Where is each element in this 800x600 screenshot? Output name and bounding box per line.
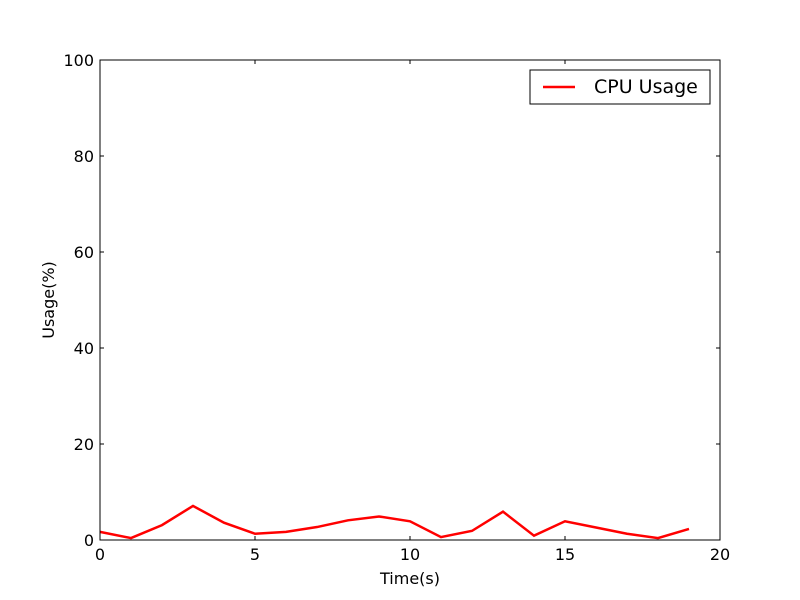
plot-frame — [99, 59, 721, 541]
x-tick-label: 0 — [95, 545, 105, 564]
y-tick-label: 80 — [74, 147, 94, 166]
legend: CPU Usage — [529, 69, 711, 105]
series-layer — [99, 504, 690, 540]
x-tick-label: 15 — [555, 545, 575, 564]
y-tick-label: 20 — [74, 435, 94, 454]
y-tick-label: 40 — [74, 339, 94, 358]
ticks-layer: 0 5 10 15 20 0 20 40 60 80 100 — [63, 51, 730, 564]
x-tick-label: 10 — [400, 545, 420, 564]
series-line-cpu-usage — [99, 504, 690, 540]
y-axis-label: Usage(%) — [39, 261, 58, 339]
y-tick-label: 60 — [74, 243, 94, 262]
legend-label-cpu-usage: CPU Usage — [594, 76, 698, 98]
x-tick-label: 20 — [710, 545, 730, 564]
x-tick-label: 5 — [250, 545, 260, 564]
x-axis-label: Time(s) — [379, 569, 440, 588]
y-tick-label: 0 — [84, 531, 94, 550]
y-tick-label: 100 — [63, 51, 94, 70]
